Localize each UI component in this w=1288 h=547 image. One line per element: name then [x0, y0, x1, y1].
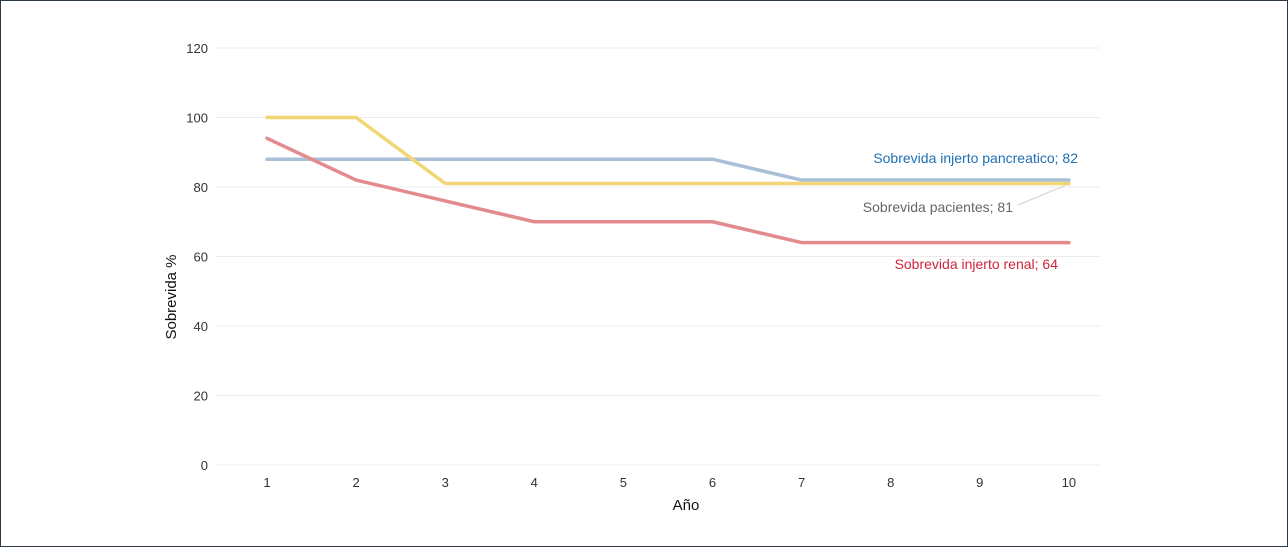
- x-axis-title: Año: [673, 497, 700, 514]
- series-line-renal: [265, 136, 1071, 245]
- y-tick-label: 20: [194, 389, 208, 404]
- pacientes-label-connector: [1017, 185, 1066, 206]
- x-tick-label: 1: [263, 475, 270, 490]
- x-tick-label: 5: [620, 475, 627, 490]
- x-tick-label: 3: [442, 475, 449, 490]
- series-line-pancreatico: [265, 157, 1071, 182]
- series-label-renal: Sobrevida injerto renal; 64: [895, 256, 1059, 272]
- series-lines: [265, 115, 1071, 245]
- grid-lines: [215, 47, 1100, 466]
- x-tick-label: 6: [709, 475, 716, 490]
- x-tick-label: 4: [531, 475, 538, 490]
- y-axis-title: Sobrevida %: [163, 254, 180, 339]
- y-tick-label: 100: [186, 111, 208, 126]
- x-tick-label: 9: [976, 475, 983, 490]
- x-tick-label: 7: [798, 475, 805, 490]
- series-label-pancreatico: Sobrevida injerto pancreatico; 82: [873, 150, 1078, 166]
- series-line-pacientes: [265, 115, 1071, 186]
- y-tick-label: 40: [194, 319, 208, 334]
- series-label-pacientes: Sobrevida pacientes; 81: [863, 199, 1013, 215]
- x-tick-label: 10: [1062, 475, 1076, 490]
- x-axis-ticks: 1 2 3 4 5 6 7 8 9 10: [263, 475, 1076, 490]
- y-tick-label: 60: [194, 250, 208, 265]
- y-tick-label: 0: [201, 458, 208, 473]
- x-tick-label: 8: [887, 475, 894, 490]
- y-tick-label: 120: [186, 41, 208, 56]
- series-labels: Sobrevida injerto pancreatico; 82 Sobrevi…: [863, 150, 1078, 272]
- y-tick-label: 80: [194, 180, 208, 195]
- label-connectors: [1017, 185, 1066, 206]
- x-tick-label: 2: [352, 475, 359, 490]
- y-axis-ticks: 0 20 40 60 80 100 120: [186, 41, 208, 473]
